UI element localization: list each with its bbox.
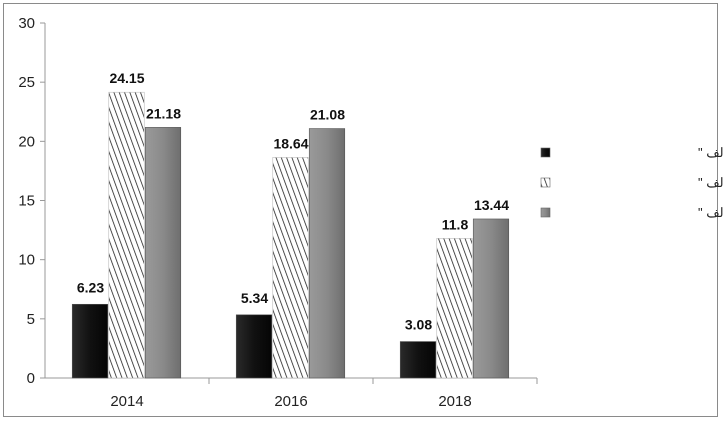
y-tick-label: 20 — [18, 133, 35, 150]
legend-swatch-0 — [540, 147, 551, 158]
legend-label: مصابين " بالألف " — [698, 174, 723, 191]
data-label: 5.34 — [241, 290, 268, 306]
bar-2014-series-1 — [108, 91, 145, 379]
bar-2018-series-2 — [472, 218, 510, 379]
bar-2018-series-1 — [436, 238, 473, 379]
y-tick-label: 0 — [27, 370, 35, 387]
y-tick-label: 10 — [18, 252, 35, 269]
data-label: 21.18 — [146, 105, 181, 121]
bar-2018-series-0 — [399, 341, 437, 379]
bar-2016-series-1 — [272, 157, 309, 379]
chart-frame — [3, 3, 718, 417]
data-label: 11.8 — [442, 216, 469, 232]
data-label: 21.08 — [310, 107, 345, 123]
data-label: 24.15 — [109, 70, 144, 86]
data-label: 3.08 — [405, 317, 432, 333]
y-tick-label: 5 — [27, 311, 35, 328]
y-tick-label: 30 — [18, 15, 35, 32]
data-label: 6.23 — [77, 279, 104, 295]
data-label: 18.64 — [273, 135, 308, 151]
bar-2016-series-2 — [308, 128, 346, 379]
legend-swatch-2 — [540, 207, 551, 218]
y-tick-label: 25 — [18, 74, 35, 91]
legend-swatch-1 — [540, 177, 551, 188]
legend-label: مركبات تالفه " بالألف " — [698, 204, 723, 221]
bar-2016-series-0 — [235, 314, 273, 379]
y-tick-label: 15 — [18, 193, 35, 210]
data-label: 13.44 — [474, 197, 509, 213]
bar-2014-series-2 — [144, 127, 182, 379]
x-tick-label: 2014 — [110, 393, 143, 410]
x-tick-label: 2018 — [438, 393, 471, 410]
bar-2014-series-0 — [71, 303, 109, 379]
x-tick-label: 2016 — [274, 393, 307, 410]
legend-label: وفيات " بالألف " — [698, 144, 723, 161]
